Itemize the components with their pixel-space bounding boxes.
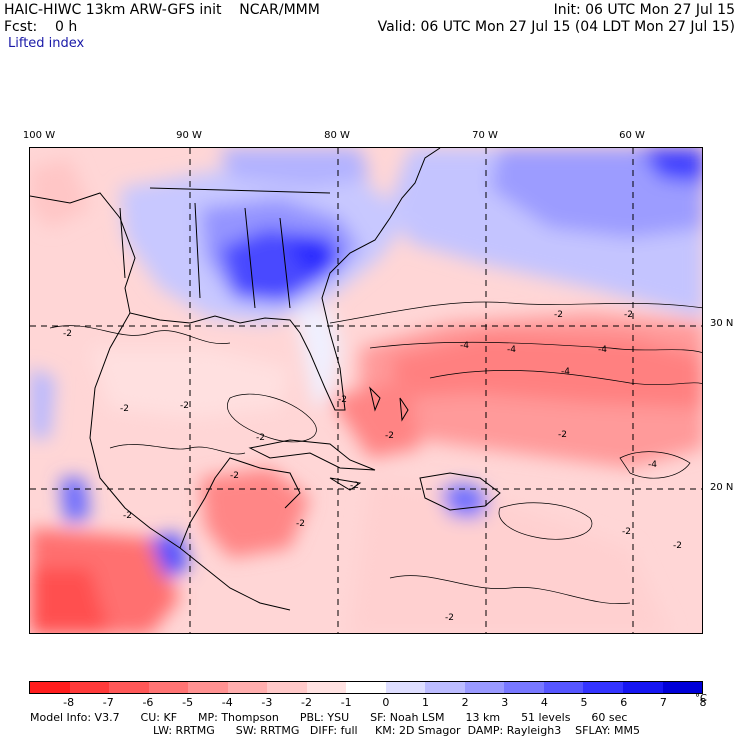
forecast-hour: Fcst: 0 h	[4, 19, 78, 35]
colorbar-tick-label: 2	[461, 696, 469, 709]
colorbar-tick-label: 0	[382, 696, 390, 709]
lifted-index-shading	[30, 148, 702, 633]
colorbar-swatch	[346, 682, 386, 693]
lon-label-100w: 100 W	[22, 130, 56, 141]
contour-label: -4	[561, 367, 570, 377]
colorbar-swatch	[109, 682, 149, 693]
contour-label: -2	[296, 519, 305, 529]
model-info-line-1: Model Info: V3.7 CU: KF MP: Thompson PBL…	[30, 711, 628, 724]
contour-label: -2	[230, 471, 239, 481]
colorbar-tick-label: 5	[580, 696, 588, 709]
contour-label: -4	[507, 345, 516, 355]
model-info-line-2: LW: RRTMG SW: RRTMG DIFF: full KM: 2D Sm…	[153, 724, 640, 737]
contour-label: -4	[460, 341, 469, 351]
contour-label: -2	[385, 431, 394, 441]
colorbar-swatch	[188, 682, 228, 693]
lon-label-80w: 80 W	[324, 130, 350, 141]
lon-label-70w: 70 W	[472, 130, 498, 141]
contour-label-group: -2 -2 -2 -2 -2 -2 -2 -2 -2 -2 -2 -2 -2 -…	[63, 310, 682, 623]
colorbar-tick-label: -4	[221, 696, 233, 709]
contour-label: -2	[120, 404, 129, 414]
colorbar-tick-label: 6	[620, 696, 628, 709]
colorbar-swatch	[543, 682, 584, 693]
colorbar-swatch	[662, 682, 703, 693]
colorbar-tick-label: -6	[142, 696, 154, 709]
lat-lon-grid	[30, 148, 702, 633]
colorbar-swatch	[622, 682, 663, 693]
contour-label: -2	[256, 433, 265, 443]
colorbar-swatch	[504, 682, 544, 693]
lat-label-20n: 20 N	[710, 482, 734, 493]
contour-label: -2	[624, 310, 633, 320]
valid-time: Valid: 06 UTC Mon 27 Jul 15 (04 LDT Mon …	[377, 19, 735, 35]
contour-label: -2	[554, 310, 563, 320]
colorbar-tick-label: -3	[261, 696, 273, 709]
contour-label: -4	[648, 460, 657, 470]
colorbar-tick-label: -8	[63, 696, 75, 709]
coastlines	[30, 148, 501, 611]
colorbar-tick-label: 1	[421, 696, 429, 709]
contour-label: -2	[622, 527, 631, 537]
colorbar-tick-label: 4	[540, 696, 548, 709]
lat-label-30n: 30 N	[710, 318, 734, 329]
colorbar-unit: °C	[695, 693, 707, 704]
colorbar-swatch	[148, 682, 189, 693]
contour-label: -2	[123, 511, 132, 521]
colorbar-tick-label: -7	[102, 696, 114, 709]
contour-label: -4	[598, 345, 607, 355]
colorbar	[29, 681, 703, 694]
contour-label: -2	[180, 401, 189, 411]
colorbar-swatch	[306, 682, 347, 693]
contour-label: -2	[63, 329, 72, 339]
contour-label: -2	[558, 430, 567, 440]
colorbar-tick-label: -1	[340, 696, 352, 709]
colorbar-tick-label: 3	[501, 696, 509, 709]
field-name: Lifted index	[8, 36, 85, 51]
colorbar-tick-label: -5	[182, 696, 194, 709]
colorbar-swatch	[227, 682, 268, 693]
colorbar-swatch	[425, 682, 465, 693]
contour-label: -2	[445, 613, 454, 623]
lifted-index-map: -2 -2 -2 -2 -2 -2 -2 -2 -2 -2 -2 -2 -2 -…	[30, 148, 702, 633]
colorbar-swatch	[267, 682, 307, 693]
colorbar-tick-label: -2	[301, 696, 312, 709]
init-time: Init: 06 UTC Mon 27 Jul 15	[553, 2, 735, 18]
model-title: HAIC-HIWC 13km ARW-GFS init NCAR/MMM	[4, 2, 320, 18]
colorbar-swatch	[69, 682, 110, 693]
contour-label: -2	[673, 541, 682, 551]
colorbar-swatch	[464, 682, 505, 693]
colorbar-swatch	[583, 682, 623, 693]
contour-label: -2	[338, 395, 347, 405]
colorbar-swatch	[30, 682, 70, 693]
colorbar-tick-label: 8	[699, 696, 707, 709]
lifted-index-contours	[49, 301, 702, 605]
contour-label: -2	[350, 481, 359, 491]
map-panel: -2 -2 -2 -2 -2 -2 -2 -2 -2 -2 -2 -2 -2 -…	[29, 147, 703, 634]
colorbar-tick-label: 7	[659, 696, 667, 709]
colorbar-swatch	[385, 682, 426, 693]
lon-label-60w: 60 W	[619, 130, 645, 141]
lon-label-90w: 90 W	[176, 130, 202, 141]
